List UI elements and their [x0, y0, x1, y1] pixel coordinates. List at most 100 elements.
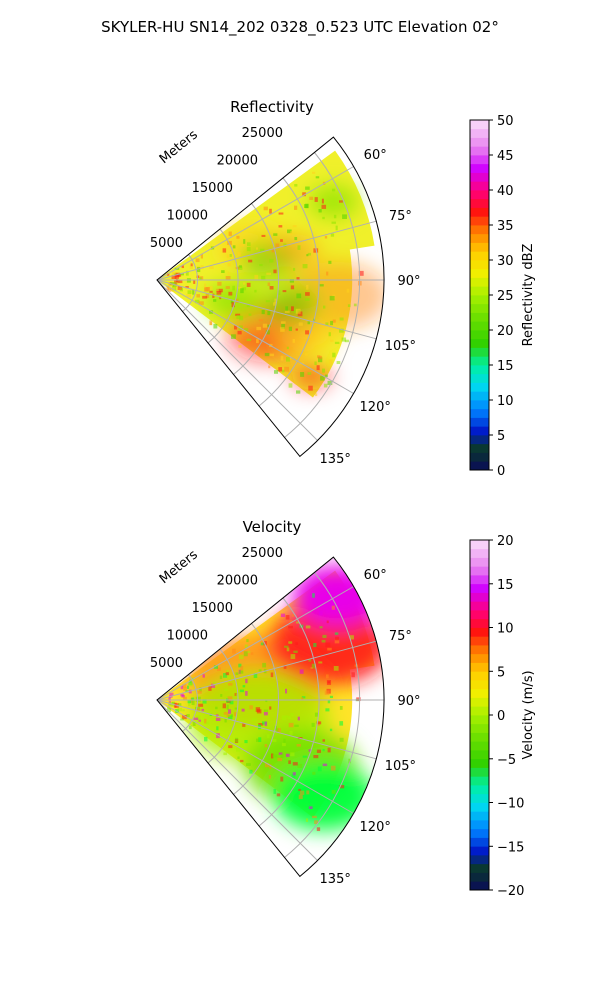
range-tick-label: 20000: [217, 154, 258, 169]
colorbar-segment: [470, 163, 489, 173]
range-tick-label: 25000: [242, 126, 283, 141]
colorbar-segment: [470, 128, 489, 138]
range-tick-label: 10000: [167, 209, 208, 224]
colorbar-segment: [470, 697, 489, 707]
colorbar-segment: [470, 680, 489, 690]
colorbar-segment: [470, 706, 489, 716]
azimuth-tick-label: 90°: [397, 274, 420, 289]
colorbar-segment: [470, 610, 489, 620]
colorbar-tick-label: −5: [497, 753, 516, 768]
azimuth-tick-label: 135°: [320, 452, 351, 467]
colorbar-segment: [470, 837, 489, 847]
colorbar-segment: [470, 715, 489, 725]
colorbar-segment: [470, 408, 489, 418]
colorbar-segment: [470, 233, 489, 243]
colorbar-segment: [470, 548, 489, 558]
colorbar-tick-label: 35: [497, 219, 514, 234]
colorbar-segment: [470, 776, 489, 786]
range-ring: [284, 572, 361, 858]
colorbar-segment: [470, 750, 489, 760]
colorbar-segment: [470, 863, 489, 873]
colorbar-segment: [470, 268, 489, 278]
colorbar-segment: [470, 365, 489, 375]
colorbar-segment: [470, 461, 489, 471]
colorbar-tick-label: 25: [497, 289, 514, 304]
panel-title: Velocity: [243, 518, 302, 536]
azimuth-spoke: [156, 699, 318, 861]
azimuth-tick-label: 105°: [385, 759, 416, 774]
sector-outline: [156, 136, 385, 458]
colorbar-segment: [470, 758, 489, 768]
colorbar-segment: [470, 811, 489, 821]
colorbar-segment: [470, 662, 489, 672]
range-ring: [182, 674, 199, 732]
colorbar-segment: [470, 653, 489, 663]
colorbar-segment: [470, 688, 489, 698]
range-ring: [258, 177, 320, 407]
echo-cell: [286, 319, 336, 353]
colorbar-segment: [470, 426, 489, 436]
echo-cell: [262, 284, 320, 323]
colorbar-tick-label: −10: [497, 797, 524, 812]
colorbar-segment: [470, 540, 489, 550]
azimuth-tick-label: 60°: [364, 148, 387, 163]
azimuth-spoke: [156, 279, 318, 441]
azimuth-spoke: [156, 699, 354, 814]
colorbar-segment: [470, 338, 489, 348]
colorbar-segment: [470, 592, 489, 602]
colorbar: 0 5 10 15 20 25 30 35 40 45 50 Reflectivity dBZ: [469, 114, 536, 479]
azimuth-spoke: [156, 279, 377, 340]
colorbar-segment: [470, 120, 489, 130]
azimuth-tick-label: 90°: [397, 694, 420, 709]
colorbar-tick-label: 50: [497, 114, 514, 129]
colorbar-segment: [470, 566, 489, 576]
data-field: [157, 137, 385, 457]
colorbar-segment: [470, 286, 489, 296]
colorbar-tick-label: 5: [497, 665, 505, 680]
azimuth-tick-label: 105°: [385, 339, 416, 354]
colorbar-segment: [470, 820, 489, 830]
colorbar-segment: [470, 198, 489, 208]
colorbar-segment: [470, 312, 489, 322]
polar-grid: [156, 152, 384, 441]
azimuth-tick-label: 75°: [389, 629, 412, 644]
colorbar-segment: [470, 671, 489, 681]
colorbar-segment: [470, 767, 489, 777]
range-axis-label: Meters: [157, 547, 201, 587]
colorbar-segment: [470, 636, 489, 646]
colorbar-segment: [470, 618, 489, 628]
colorbar-segment: [470, 645, 489, 655]
colorbar-segment: [470, 321, 489, 331]
colorbar-segment: [470, 225, 489, 235]
colorbar-segment: [470, 295, 489, 305]
colorbar-tick-label: 40: [497, 184, 514, 199]
colorbar-segment: [470, 443, 489, 453]
range-tick-label: 5000: [150, 656, 183, 671]
colorbar-segment: [470, 137, 489, 147]
range-ring: [284, 152, 361, 438]
range-axis-label: Meters: [157, 127, 201, 167]
velocity-panel: Velocity 60° 75° 90° 105° 120° 135° 5000 10000 15…: [150, 518, 536, 899]
colorbar-segment: [470, 846, 489, 856]
colorbar-segment: [470, 242, 489, 252]
panel-title: Reflectivity: [230, 98, 314, 116]
colorbar-segment: [470, 181, 489, 191]
colorbar-segment: [470, 400, 489, 410]
azimuth-spoke: [156, 166, 354, 281]
colorbar-segment: [470, 417, 489, 427]
azimuth-spoke: [156, 220, 377, 281]
colorbar-segment: [470, 172, 489, 182]
colorbar-tick-label: 20: [497, 534, 514, 549]
colorbar-segment: [470, 881, 489, 891]
colorbar-tick-label: 15: [497, 578, 514, 593]
range-ring: [258, 597, 320, 827]
azimuth-spoke: [156, 586, 354, 701]
colorbar-segment: [470, 251, 489, 261]
colorbar-segment: [470, 793, 489, 803]
colorbar-segment: [470, 785, 489, 795]
colorbar-segment: [470, 723, 489, 733]
colorbar-segment: [470, 855, 489, 865]
colorbar-tick-label: 20: [497, 324, 514, 339]
colorbar-segment: [470, 802, 489, 812]
